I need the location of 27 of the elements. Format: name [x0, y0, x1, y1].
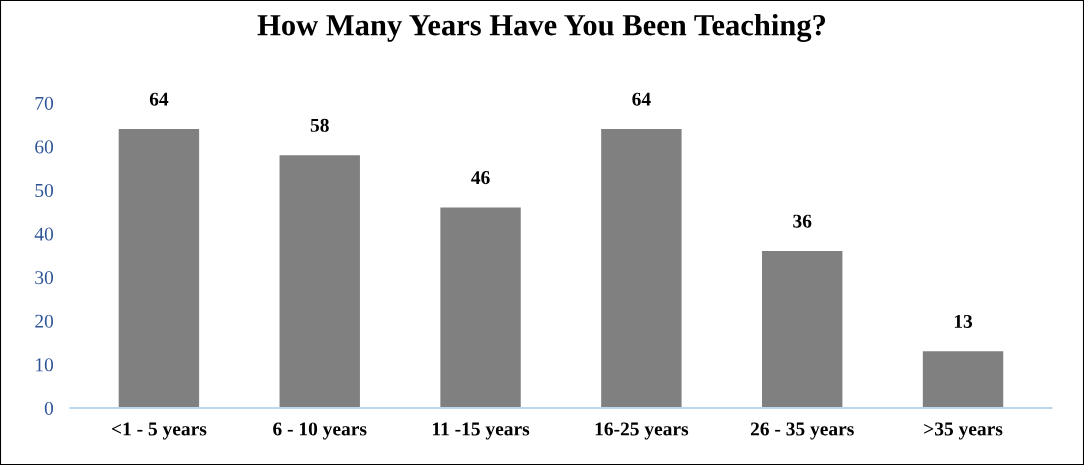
bar [601, 129, 682, 408]
bar [279, 155, 360, 408]
data-label: 64 [149, 92, 169, 106]
y-tick-label: 40 [34, 227, 54, 241]
bar [440, 207, 521, 408]
y-tick-label: 20 [35, 314, 54, 328]
x-tick-label: 11 -15 years [432, 422, 530, 440]
y-tick-label: 0 [44, 401, 54, 415]
data-label: 36 [793, 214, 812, 228]
data-label: 64 [632, 92, 651, 106]
x-tick-label: <1 - 5 years [111, 422, 207, 440]
data-label: 46 [471, 171, 490, 185]
y-tick-label: 60 [35, 140, 54, 154]
y-tick-label: 10 [36, 358, 54, 372]
y-tick-label: 50 [35, 183, 54, 198]
data-label: 58 [310, 118, 329, 132]
x-tick-label: 6 - 10 years [273, 422, 367, 440]
x-tick-label: 16-25 years [595, 422, 689, 440]
data-label: 13 [954, 314, 973, 328]
x-tick-label: >35 years [924, 422, 1003, 440]
chart-title: How Many Years Have You Been Teaching? [257, 13, 826, 42]
y-tick-label: 30 [35, 271, 54, 285]
bar [762, 251, 843, 408]
y-tick-label: 70 [35, 96, 54, 110]
x-tick-label: 26 - 35 years [750, 422, 854, 440]
bar [118, 129, 200, 408]
bar [922, 351, 1004, 408]
